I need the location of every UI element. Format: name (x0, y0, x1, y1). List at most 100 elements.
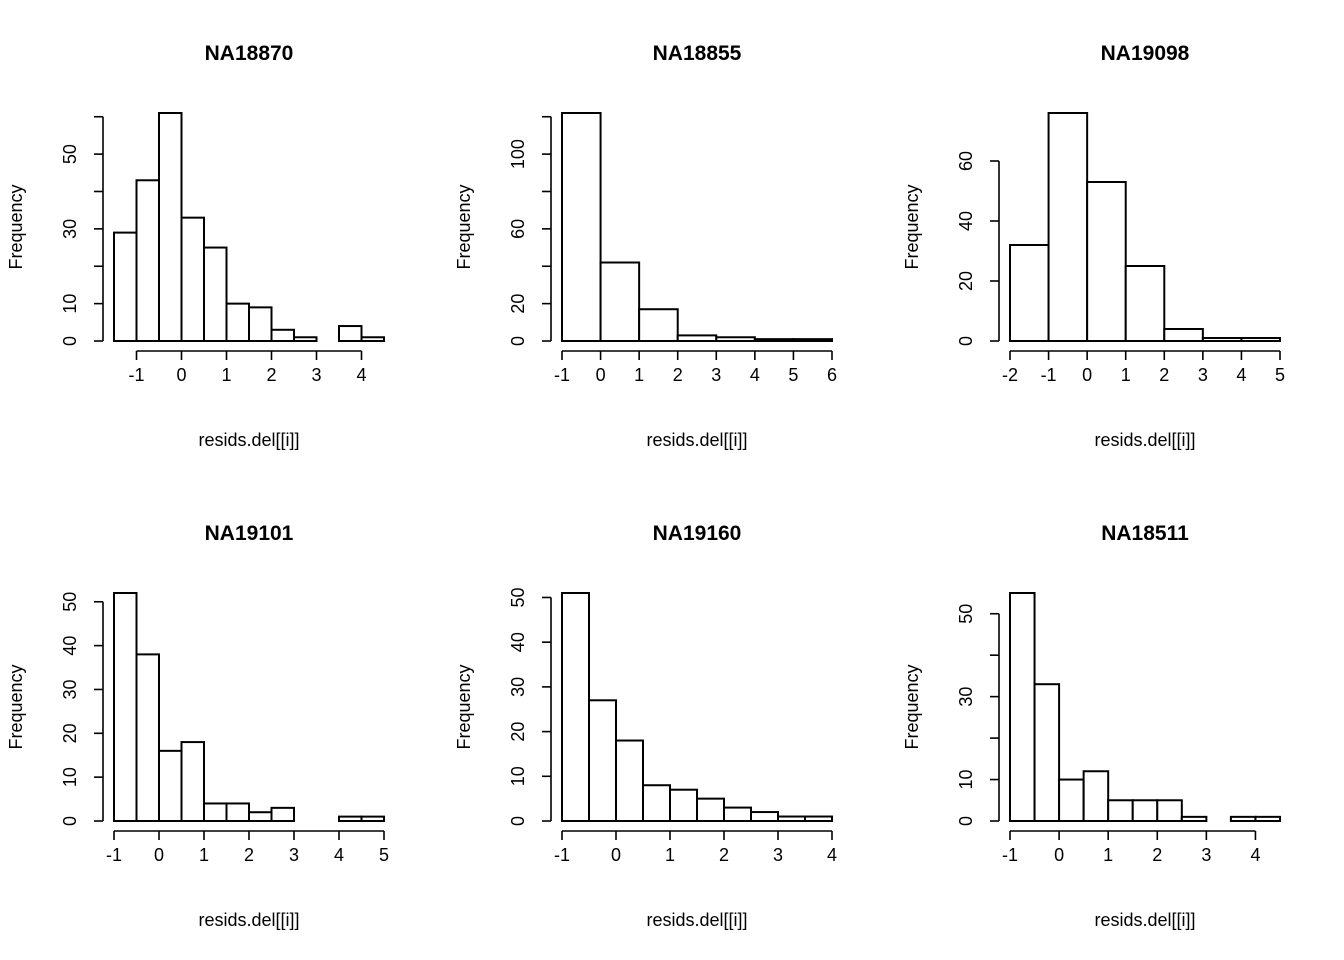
chart-title: NA19098 (1101, 42, 1190, 65)
y-axis-label: Frequency (902, 664, 922, 749)
x-tick-label: 2 (719, 845, 729, 865)
histogram-bar (180, 216, 205, 342)
y-tick-label: 40 (508, 632, 528, 652)
histogram-bar (669, 788, 698, 822)
x-tick-label: 2 (1152, 845, 1162, 865)
y-tick-label: 20 (508, 294, 528, 314)
x-tick-label: 1 (1121, 365, 1131, 385)
histogram-bar (638, 308, 679, 343)
chart-title: NA19101 (205, 522, 294, 545)
x-tick-label: 3 (711, 365, 721, 385)
y-tick-label: 0 (60, 816, 80, 826)
histogram-bar (158, 112, 183, 342)
y-tick-label: 100 (508, 139, 528, 169)
histogram-panel: NA18855-1 0 1 2 3 4 5 602060100resids.del[[i]]F… (454, 42, 837, 450)
x-tick-label: 1 (1103, 845, 1113, 865)
chart-title: NA18870 (205, 42, 294, 65)
histogram-bar (270, 328, 295, 343)
histogram-bar (338, 325, 363, 343)
x-tick-label: 4 (1250, 845, 1260, 865)
histogram-bar (1058, 778, 1085, 823)
x-tick-label: 0 (154, 845, 164, 865)
x-axis-label: resids.del[[i]] (646, 430, 747, 450)
x-tick-label: 3 (773, 845, 783, 865)
y-tick-label: 20 (956, 271, 976, 291)
x-tick-label: 4 (1236, 365, 1246, 385)
x-tick-label: 4 (334, 845, 344, 865)
histogram-bar (1124, 265, 1166, 342)
x-axis-label: resids.del[[i]] (198, 910, 299, 930)
x-tick-label: 3 (1201, 845, 1211, 865)
y-tick-label: 10 (508, 766, 528, 786)
histogram-bar (1082, 770, 1110, 822)
histogram-bar (158, 749, 183, 822)
y-tick-label: 10 (60, 294, 80, 314)
histogram-bar (561, 592, 590, 822)
histogram-bar (676, 334, 718, 342)
x-tick-label: 0 (1054, 845, 1064, 865)
histogram-bar (753, 338, 795, 342)
chart-title: NA18855 (653, 42, 742, 65)
x-tick-label: -1 (1002, 845, 1018, 865)
y-tick-label: 50 (60, 592, 80, 612)
x-tick-label: 4 (827, 845, 837, 865)
histogram-bar (360, 336, 385, 343)
histogram-bar (723, 806, 752, 823)
y-tick-label: 0 (956, 336, 976, 346)
histogram-bar (804, 815, 833, 823)
y-tick-label: 10 (60, 767, 80, 787)
histogram-bar (642, 784, 671, 822)
x-tick-label: 2 (1159, 365, 1169, 385)
histogram-bar (1163, 328, 1204, 342)
x-tick-label: 5 (1275, 365, 1285, 385)
histogram-bar (203, 246, 228, 342)
y-tick-label: 0 (508, 816, 528, 826)
x-tick-label: -1 (128, 365, 144, 385)
x-tick-label: 1 (221, 365, 231, 385)
histogram-bar (561, 112, 602, 342)
x-tick-label: -1 (1041, 365, 1057, 385)
x-tick-label: 0 (596, 365, 606, 385)
x-tick-label: 2 (266, 365, 276, 385)
histogram-bar (203, 802, 228, 823)
histogram-bar (180, 741, 205, 822)
x-tick-label: 2 (244, 845, 254, 865)
histogram-bar (1156, 799, 1183, 822)
histogram-bar (599, 261, 641, 343)
x-tick-label: -1 (106, 845, 122, 865)
histogram-panel: NA19101-1 0 1 2 3 4 501020304050resids.del[[i]… (6, 522, 389, 930)
y-axis-label: Frequency (454, 664, 474, 749)
y-tick-label: 40 (956, 211, 976, 231)
y-tick-label: 0 (508, 336, 528, 346)
x-tick-label: 0 (176, 365, 186, 385)
y-tick-label: 40 (60, 636, 80, 656)
y-tick-label: 60 (508, 219, 528, 239)
y-axis-label: Frequency (902, 184, 922, 269)
histogram-bar (270, 806, 295, 822)
chart-title: NA18511 (1101, 522, 1189, 545)
histogram-bar (113, 231, 138, 342)
histogram-bar (750, 811, 779, 823)
histogram-bar (225, 802, 250, 823)
histogram-bar (1240, 337, 1282, 342)
histogram-panel: NA19098 -2 -1 0 1 2 3 4 5 0 20 40 60 resids.del[[i]] F… (902, 42, 1285, 450)
histogram-bar (293, 336, 318, 343)
x-tick-label: 1 (665, 845, 675, 865)
histogram-bar (1254, 815, 1282, 823)
histogram-panel: NA18870 -1 0 1 2 3 4 0 10 30 50 resids.del[[i]] Freq… (6, 42, 385, 450)
histogram-bar (1107, 799, 1134, 822)
histogram-bar (588, 699, 617, 823)
x-axis-label: resids.del[[i]] (1094, 430, 1195, 450)
y-axis-label: Frequency (6, 184, 26, 269)
x-tick-label: -2 (1002, 365, 1018, 385)
x-tick-label: 3 (289, 845, 299, 865)
x-tick-label: -1 (554, 845, 570, 865)
x-tick-label: -1 (554, 365, 570, 385)
y-tick-label: 30 (508, 677, 528, 697)
y-tick-label: 0 (956, 816, 976, 826)
histogram-bar (1229, 815, 1257, 823)
histogram-bar (696, 797, 725, 822)
histogram-bar (1131, 799, 1159, 822)
histogram-bar (615, 739, 644, 823)
